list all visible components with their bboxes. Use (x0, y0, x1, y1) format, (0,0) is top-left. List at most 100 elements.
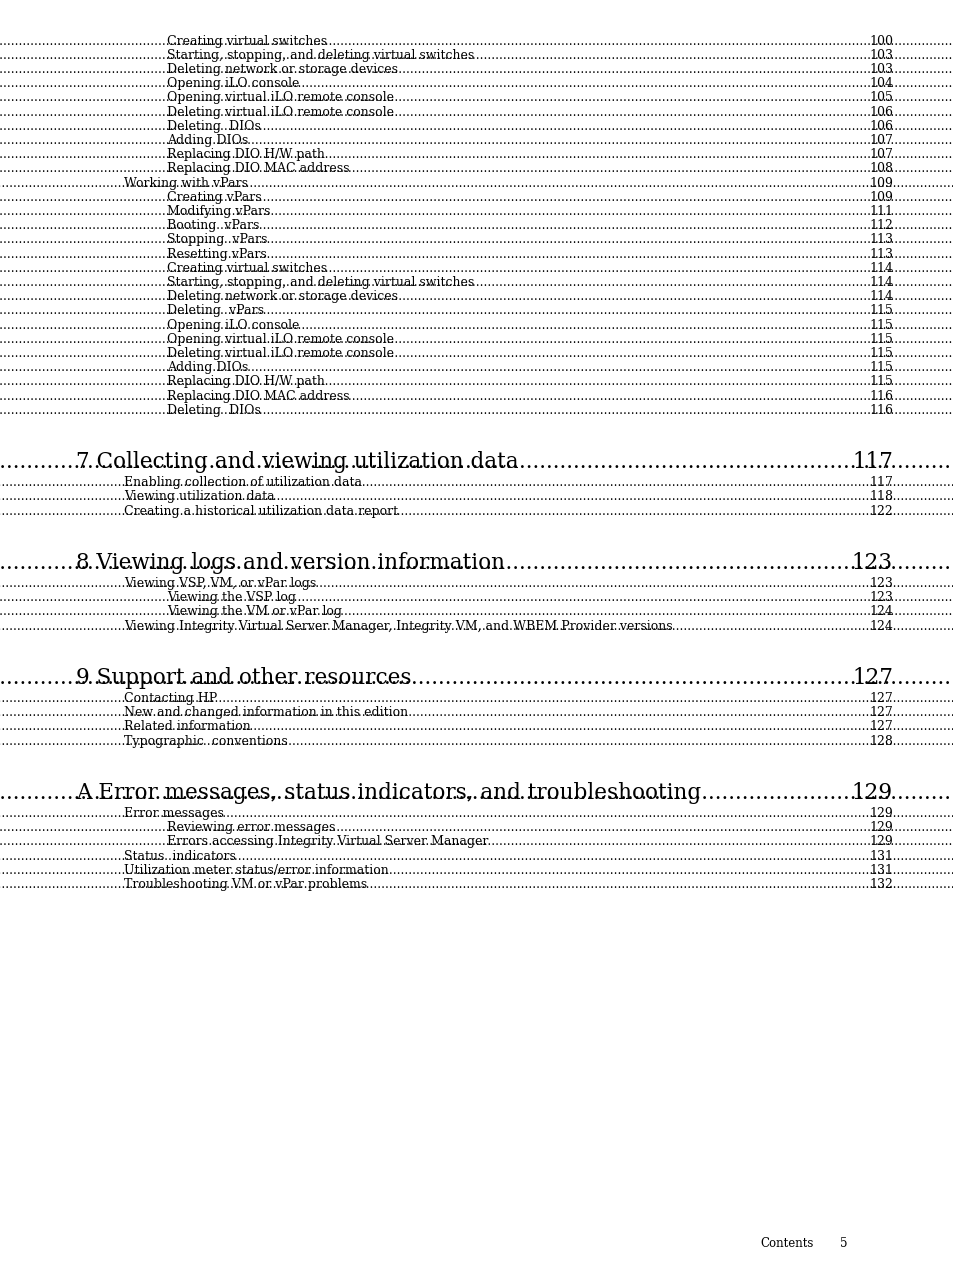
Text: ................................................................................: ........................................… (0, 591, 953, 604)
Text: 104: 104 (868, 78, 892, 90)
Text: ................................................................................: ........................................… (0, 577, 953, 590)
Text: ................................................................................: ........................................… (0, 205, 953, 219)
Text: ................................................................................: ........................................… (0, 219, 953, 233)
Text: ................................................................................: ........................................… (0, 78, 953, 90)
Text: A Error messages, status indicators, and troubleshooting: A Error messages, status indicators, and… (76, 782, 700, 803)
Text: ................................................................................: ........................................… (0, 92, 953, 104)
Text: Deleting virtual iLO remote console: Deleting virtual iLO remote console (167, 105, 394, 118)
Text: ................................................................................: ........................................… (0, 105, 953, 118)
Text: 118: 118 (868, 491, 892, 503)
Text: 115: 115 (868, 375, 892, 389)
Text: Deleting  DIOs: Deleting DIOs (167, 119, 260, 133)
Text: Error messages: Error messages (124, 807, 224, 820)
Text: Opening iLO console: Opening iLO console (167, 319, 299, 332)
Text: ................................................................................: ........................................… (0, 133, 953, 147)
Text: New and changed information in this edition: New and changed information in this edit… (124, 707, 408, 719)
Text: ................................................................................: ........................................… (0, 361, 953, 374)
Text: Creating virtual switches: Creating virtual switches (167, 34, 327, 47)
Text: 127: 127 (868, 721, 892, 733)
Text: ................................................................................: ........................................… (0, 290, 953, 304)
Text: 7 Collecting and viewing utilization data: 7 Collecting and viewing utilization dat… (76, 451, 518, 473)
Text: 103: 103 (868, 48, 892, 62)
Text: 123: 123 (868, 591, 892, 604)
Text: 115: 115 (868, 305, 892, 318)
Text: 115: 115 (868, 361, 892, 374)
Text: 116: 116 (868, 404, 892, 417)
Text: ................................................................................: ........................................… (0, 620, 953, 633)
Text: 132: 132 (868, 878, 892, 891)
Text: Resetting vPars: Resetting vPars (167, 248, 267, 261)
Text: Errors accessing Integrity Virtual Server Manager: Errors accessing Integrity Virtual Serve… (167, 835, 488, 849)
Text: ................................................................................: ........................................… (0, 835, 953, 849)
Text: Viewing VSP, VM, or vPar logs: Viewing VSP, VM, or vPar logs (124, 577, 315, 590)
Text: ................................................................................: ........................................… (0, 276, 953, 289)
Text: ................................................................................: ........................................… (0, 48, 953, 62)
Text: Viewing Integrity Virtual Server Manager, Integrity VM, and WBEM Provider versio: Viewing Integrity Virtual Server Manager… (124, 620, 672, 633)
Text: ................................................................................: ........................................… (0, 821, 953, 834)
Text: 105: 105 (868, 92, 892, 104)
Text: Troubleshooting VM or vPar problems: Troubleshooting VM or vPar problems (124, 878, 367, 891)
Text: 113: 113 (868, 248, 892, 261)
Text: 124: 124 (868, 620, 892, 633)
Text: ................................................................................: ........................................… (0, 477, 953, 489)
Text: ................................................................................: ........................................… (0, 451, 953, 473)
Text: 107: 107 (868, 149, 892, 161)
Text: ................................................................................: ........................................… (0, 347, 953, 360)
Text: Viewing the VM or vPar log: Viewing the VM or vPar log (167, 605, 341, 619)
Text: 123: 123 (868, 577, 892, 590)
Text: Replacing DIO H/W path: Replacing DIO H/W path (167, 375, 325, 389)
Text: 106: 106 (868, 105, 892, 118)
Text: ................................................................................: ........................................… (0, 319, 953, 332)
Text: 117: 117 (868, 477, 892, 489)
Text: Starting, stopping, and deleting virtual switches: Starting, stopping, and deleting virtual… (167, 48, 474, 62)
Text: 127: 127 (868, 691, 892, 705)
Text: Deleting network or storage devices: Deleting network or storage devices (167, 290, 397, 304)
Text: 109: 109 (868, 177, 892, 189)
Text: ................................................................................: ........................................… (0, 163, 953, 175)
Text: ................................................................................: ........................................… (0, 782, 953, 803)
Text: Enabling collection of utilization data: Enabling collection of utilization data (124, 477, 361, 489)
Text: 111: 111 (868, 205, 892, 219)
Text: Replacing DIO MAC address: Replacing DIO MAC address (167, 390, 349, 403)
Text: Adding DIOs: Adding DIOs (167, 361, 248, 374)
Text: 124: 124 (868, 605, 892, 619)
Text: 103: 103 (868, 64, 892, 76)
Text: ................................................................................: ........................................… (0, 234, 953, 247)
Text: ................................................................................: ........................................… (0, 191, 953, 203)
Text: Deleting  DIOs: Deleting DIOs (167, 404, 260, 417)
Text: Creating a historical utilization data report: Creating a historical utilization data r… (124, 505, 397, 517)
Text: 8 Viewing logs and version information: 8 Viewing logs and version information (76, 552, 504, 573)
Text: Opening virtual iLO remote console: Opening virtual iLO remote console (167, 92, 394, 104)
Text: ................................................................................: ........................................… (0, 333, 953, 346)
Text: Reviewing error messages: Reviewing error messages (167, 821, 335, 834)
Text: ................................................................................: ........................................… (0, 849, 953, 863)
Text: 116: 116 (868, 390, 892, 403)
Text: Modifying vPars: Modifying vPars (167, 205, 270, 219)
Text: Creating virtual switches: Creating virtual switches (167, 262, 327, 275)
Text: 109: 109 (868, 191, 892, 203)
Text: Opening iLO console: Opening iLO console (167, 78, 299, 90)
Text: 129: 129 (868, 807, 892, 820)
Text: ................................................................................: ........................................… (0, 149, 953, 161)
Text: ................................................................................: ........................................… (0, 262, 953, 275)
Text: 129: 129 (851, 782, 892, 803)
Text: ................................................................................: ........................................… (0, 390, 953, 403)
Text: Deleting  vPars: Deleting vPars (167, 305, 264, 318)
Text: 115: 115 (868, 333, 892, 346)
Text: Utilization meter status/error information: Utilization meter status/error informati… (124, 864, 388, 877)
Text: 131: 131 (868, 849, 892, 863)
Text: ................................................................................: ........................................… (0, 177, 953, 189)
Text: Replacing DIO MAC address: Replacing DIO MAC address (167, 163, 349, 175)
Text: ................................................................................: ........................................… (0, 34, 953, 47)
Text: Booting  vPars: Booting vPars (167, 219, 259, 233)
Text: Starting, stopping, and deleting virtual switches: Starting, stopping, and deleting virtual… (167, 276, 474, 289)
Text: ................................................................................: ........................................… (0, 305, 953, 318)
Text: 113: 113 (868, 234, 892, 247)
Text: Related information: Related information (124, 721, 251, 733)
Text: ................................................................................: ........................................… (0, 119, 953, 133)
Text: Adding DIOs: Adding DIOs (167, 133, 248, 147)
Text: ................................................................................: ........................................… (0, 505, 953, 517)
Text: 108: 108 (868, 163, 892, 175)
Text: 128: 128 (868, 735, 892, 747)
Text: ................................................................................: ........................................… (0, 735, 953, 747)
